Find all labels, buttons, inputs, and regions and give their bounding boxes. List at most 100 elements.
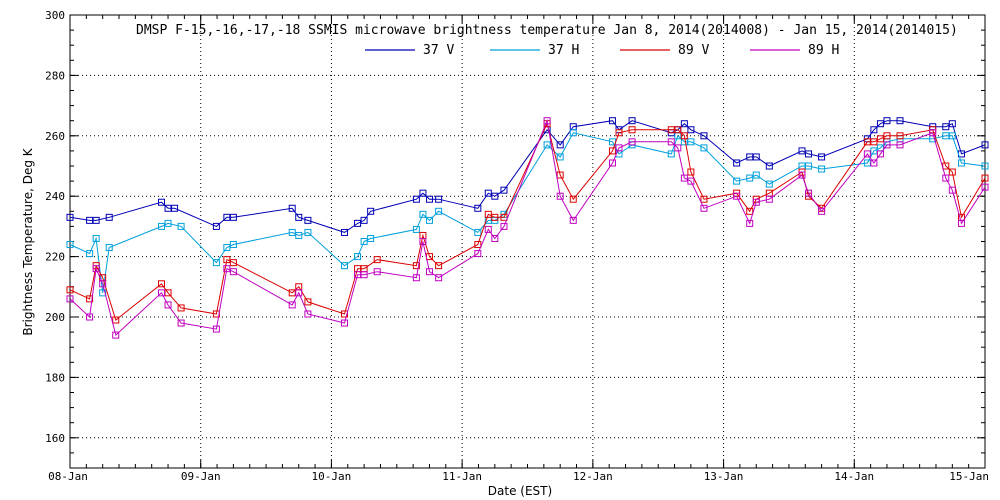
grid	[70, 15, 985, 468]
data-point	[608, 147, 616, 155]
data-point	[700, 144, 708, 152]
x-tick-label: 11-Jan	[442, 470, 482, 483]
data-point	[304, 310, 312, 318]
data-point	[556, 192, 564, 200]
data-point	[765, 180, 773, 188]
data-point	[212, 325, 220, 333]
data-point	[86, 250, 94, 258]
data-point	[229, 268, 237, 276]
data-point	[870, 147, 878, 155]
data-point	[491, 192, 499, 200]
series-line	[69, 118, 986, 337]
data-point	[569, 216, 577, 224]
data-point	[948, 120, 956, 128]
y-axis-label: Brightness Temperature, Deg K	[21, 147, 35, 335]
data-point	[341, 310, 348, 318]
data-point	[288, 204, 296, 212]
data-point	[798, 171, 806, 179]
data-point	[419, 189, 427, 197]
data-point	[700, 195, 708, 203]
data-point	[896, 141, 904, 149]
data-point	[818, 165, 826, 173]
data-point	[805, 189, 813, 197]
data-point	[491, 213, 499, 221]
data-point	[304, 298, 312, 306]
y-tick-label: 220	[45, 251, 65, 264]
data-point	[674, 126, 682, 134]
legend-entry: 89 V	[678, 43, 709, 58]
data-point	[667, 150, 675, 158]
data-point	[896, 132, 904, 140]
axes: 160 180 200 220 240 260 280 300 08-Jan 09-Jan 10-J…	[45, 9, 989, 483]
data-point	[876, 120, 884, 128]
data-point	[687, 177, 695, 185]
data-point	[223, 256, 231, 264]
data-point	[883, 141, 891, 149]
data-point	[92, 234, 100, 242]
data-point	[164, 289, 172, 297]
data-point	[229, 259, 237, 267]
data-point	[981, 174, 989, 182]
data-point	[876, 150, 884, 158]
data-point	[158, 222, 165, 230]
data-point	[870, 138, 878, 146]
data-point	[419, 210, 427, 218]
data-point	[212, 259, 220, 267]
y-tick-label: 300	[45, 9, 65, 22]
data-point	[883, 117, 891, 125]
data-point	[288, 289, 296, 297]
data-point	[615, 129, 623, 137]
data-point	[304, 228, 312, 236]
y-tick-label: 240	[45, 190, 65, 203]
data-point	[373, 268, 381, 276]
data-point	[608, 159, 616, 167]
data-point	[92, 265, 100, 273]
data-point	[354, 271, 362, 279]
data-point	[412, 195, 420, 203]
data-point	[628, 117, 636, 125]
data-point	[948, 168, 956, 176]
data-point	[870, 126, 878, 134]
data-point	[295, 213, 303, 221]
data-point	[863, 159, 871, 167]
data-point	[105, 244, 113, 252]
data-point	[86, 313, 94, 321]
data-point	[700, 132, 708, 140]
data-point	[425, 268, 433, 276]
data-point	[425, 195, 433, 203]
data-point	[212, 222, 220, 230]
data-point	[981, 183, 989, 191]
data-point	[99, 280, 107, 288]
data-point	[341, 319, 348, 327]
data-point	[948, 132, 956, 140]
data-point	[746, 207, 754, 215]
data-point	[929, 129, 937, 137]
data-point	[341, 228, 348, 236]
data-point	[687, 126, 695, 134]
data-point	[733, 159, 741, 167]
data-point	[667, 138, 675, 146]
data-point	[484, 225, 492, 233]
data-point	[105, 213, 113, 221]
data-point	[680, 174, 688, 182]
data-point	[360, 216, 368, 224]
data-point	[733, 177, 741, 185]
data-point	[569, 129, 577, 137]
data-point	[435, 195, 443, 203]
data-point	[608, 117, 616, 125]
data-point	[733, 192, 741, 200]
data-point	[367, 207, 375, 215]
data-point	[942, 174, 950, 182]
data-point	[66, 295, 74, 303]
data-point	[354, 253, 362, 261]
data-point	[66, 286, 74, 294]
data-point	[752, 198, 760, 206]
data-point	[556, 153, 564, 161]
data-point	[295, 289, 303, 297]
data-point	[942, 123, 950, 131]
data-point	[752, 153, 760, 161]
x-tick-label: 09-Jan	[181, 470, 221, 483]
data-point	[818, 207, 826, 215]
x-tick-label: 08-Jan	[48, 470, 88, 483]
